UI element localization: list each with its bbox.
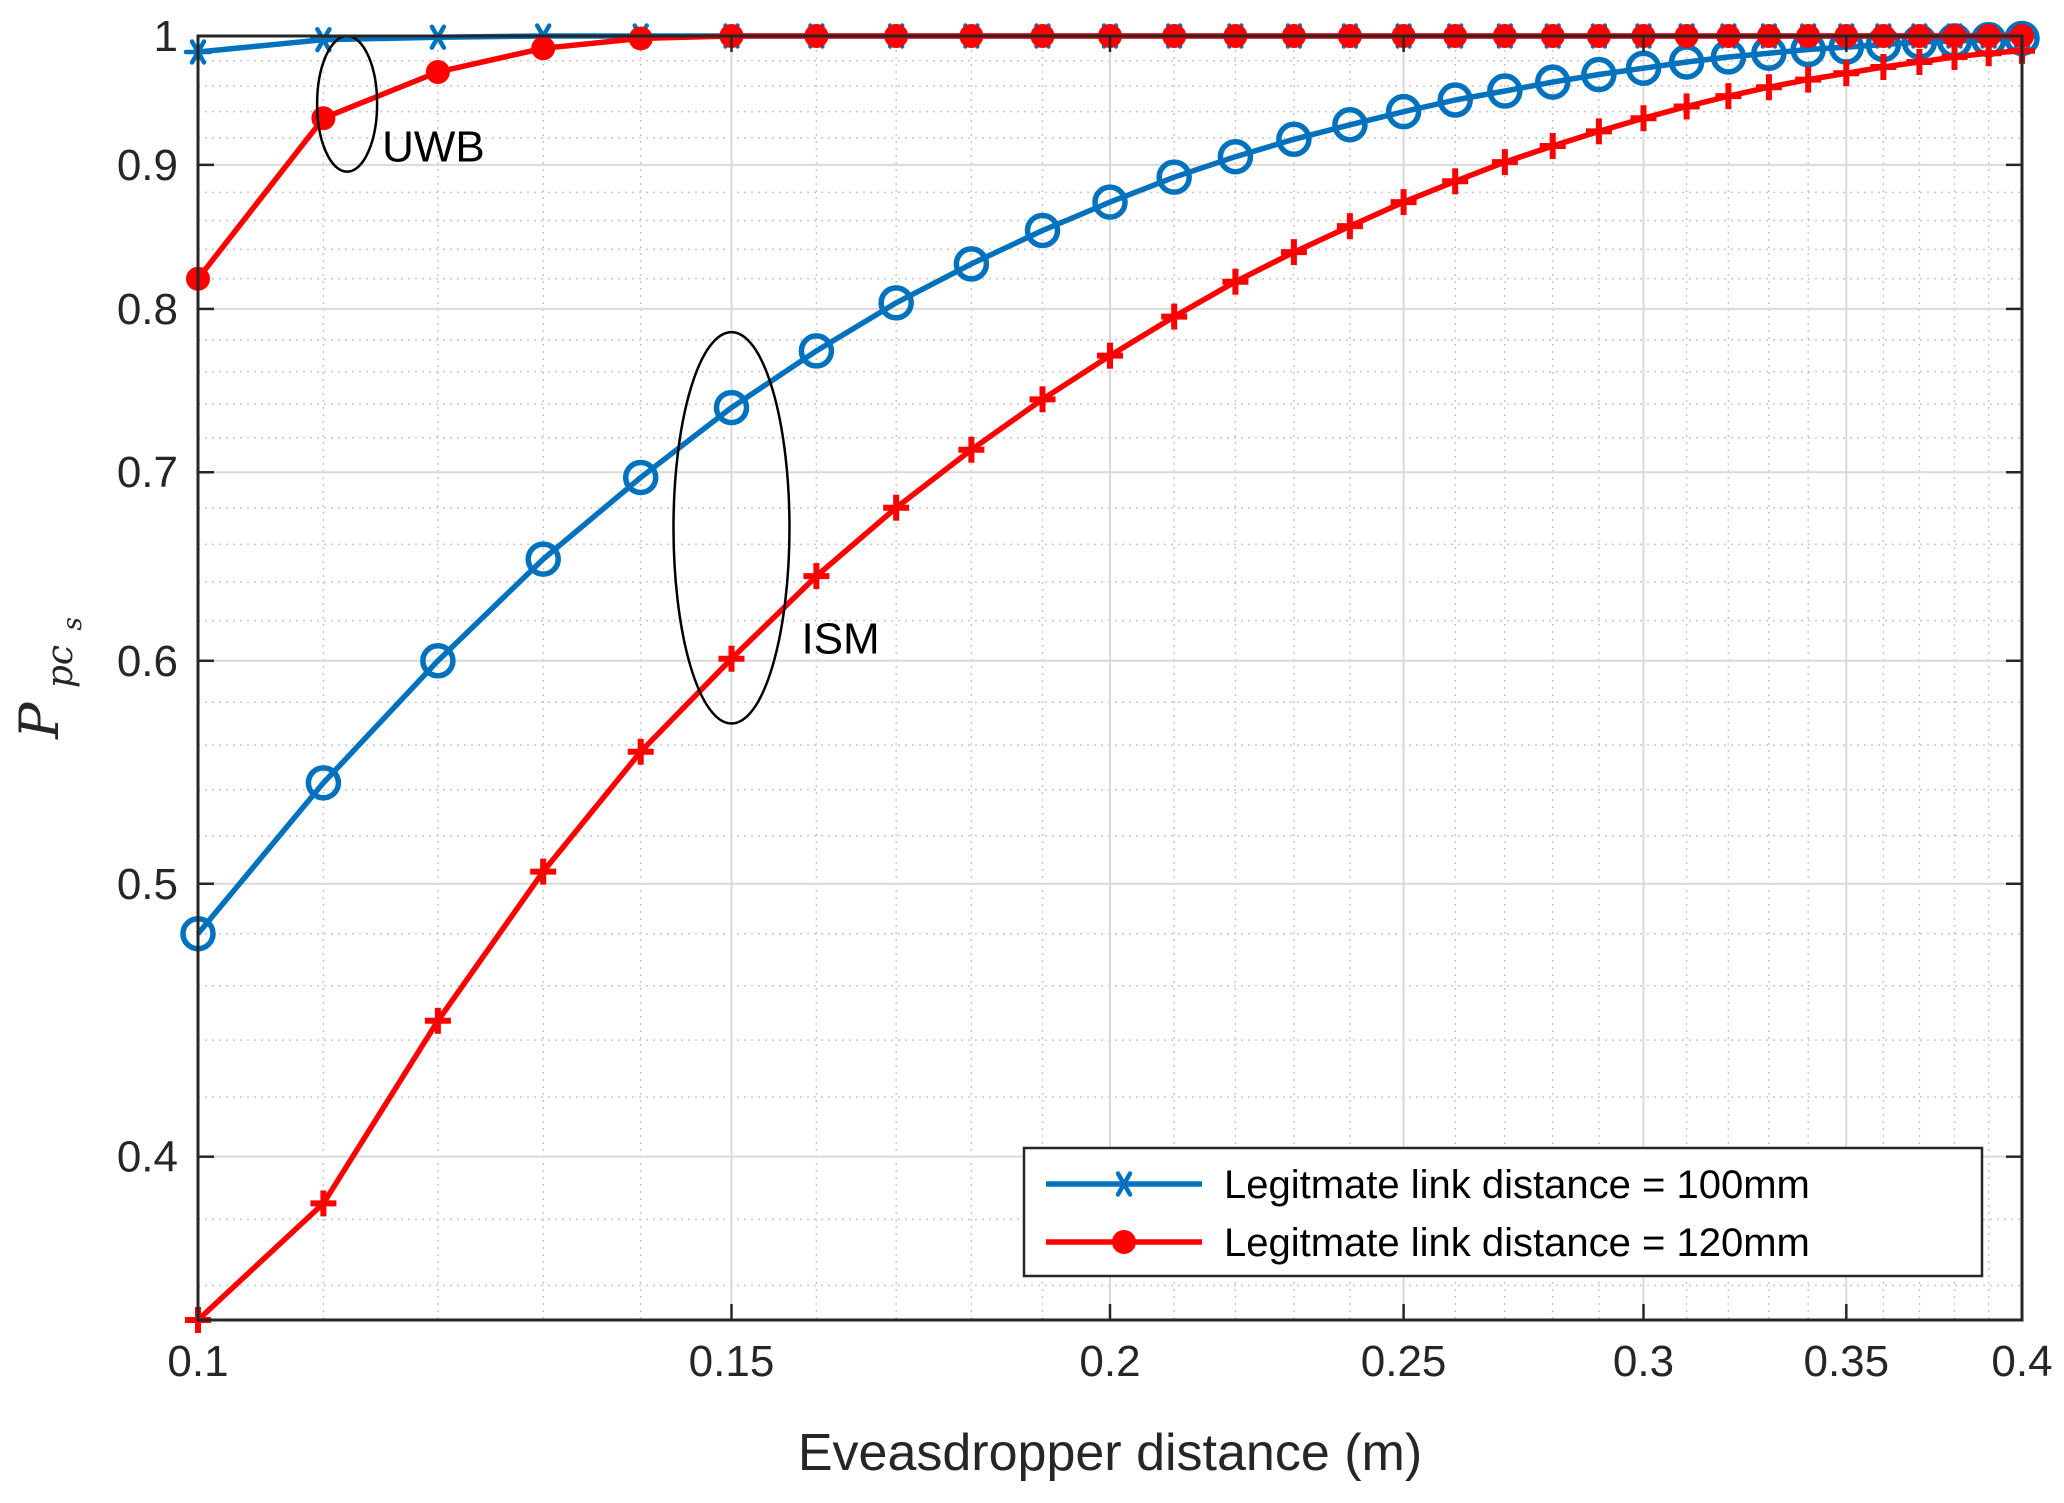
data-point-ism-120mm <box>1870 53 1897 80</box>
data-point-ism-120mm <box>1222 268 1249 295</box>
y-axis-title-subsubscript: s <box>58 617 88 630</box>
data-point-ism-120mm <box>1941 43 1968 70</box>
x-tick-label: 0.2 <box>1079 1337 1140 1386</box>
data-point-ism-120mm <box>883 494 910 521</box>
data-point-ism-120mm <box>1161 303 1188 330</box>
data-point-ism-100mm <box>1276 121 1312 158</box>
legend-box <box>1022 1146 1984 1278</box>
data-point-ism-120mm <box>1280 239 1307 266</box>
data-point-ism-120mm <box>958 436 985 463</box>
x-tick-label: 0.25 <box>1361 1337 1447 1386</box>
data-point-ism-100mm <box>878 285 914 321</box>
annotations: UWB ISM <box>315 34 880 725</box>
x-tick-label: 0.4 <box>1991 1337 2052 1386</box>
data-point-ism-100mm <box>622 459 659 496</box>
data-point-uwb-120mm <box>628 26 653 51</box>
x-tick-label: 0.35 <box>1803 1337 1889 1386</box>
x-tick-label: 0.1 <box>167 1337 228 1386</box>
data-point-ism-100mm <box>713 389 750 426</box>
data-point-uwb-120mm <box>311 106 336 131</box>
data-point-ism-120mm <box>1442 168 1469 195</box>
annotation-ism-ellipse <box>672 330 791 725</box>
data-point-ism-100mm <box>953 246 990 282</box>
legend: Legitmate link distance = 100mm Legitmat… <box>1022 1146 1984 1278</box>
data-point-ism-120mm <box>1906 48 1933 75</box>
data-point-ism-120mm <box>1673 93 1700 120</box>
y-tick-label: 1 <box>154 12 178 61</box>
y-axis-title: P pc s <box>8 617 88 740</box>
data-point-ism-100mm <box>1487 73 1523 109</box>
data-point-ism-100mm <box>1217 138 1254 175</box>
legend-marker <box>1109 1171 1139 1197</box>
legend-marker <box>1112 1230 1136 1254</box>
data-point-ism-100mm <box>1332 107 1368 143</box>
annotation-uwb-label: UWB <box>382 123 485 172</box>
data-point-ism-120mm <box>1755 74 1782 101</box>
x-tick-label: 0.15 <box>689 1337 775 1386</box>
legend-label-100mm: Legitmate link distance = 100mm <box>1224 1163 1810 1207</box>
data-point-uwb-120mm <box>425 59 450 84</box>
axis-ticks: 0.1 0.15 0.2 0.25 0.3 0.35 0.4 0.4 0.5 0.6 0.7 0.8 0… <box>117 12 2053 1386</box>
series-ism-120mm <box>185 37 2035 1333</box>
y-axis-title-symbol: P <box>8 701 71 740</box>
y-tick-label: 0.8 <box>117 285 178 334</box>
y-tick-label: 0.9 <box>117 141 178 190</box>
x-axis-title: Eveasdropper distance (m) <box>798 1424 1422 1482</box>
annotation-ism-label: ISM <box>801 615 879 664</box>
data-point-ism-120mm <box>1539 132 1566 159</box>
data-point-ism-100mm <box>1581 56 1617 93</box>
marker-stroke <box>1115 1171 1133 1197</box>
data-point-ism-120mm <box>1715 83 1742 110</box>
legend-entry-100mm: Legitmate link distance = 100mm <box>1046 1163 1810 1207</box>
data-point-ism-120mm <box>1630 105 1657 132</box>
data-point-ism-120mm <box>803 563 830 590</box>
data-point-uwb-120mm <box>531 36 556 61</box>
data-point-ism-100mm <box>305 765 342 801</box>
data-point-ism-120mm <box>1795 66 1822 93</box>
data-point-ism-120mm <box>1833 60 1860 87</box>
data-point-ism-120mm <box>1390 189 1417 216</box>
x-tick-label: 0.3 <box>1613 1337 1674 1386</box>
data-point-ism-120mm <box>1491 149 1518 176</box>
legend-label-120mm: Legitmate link distance = 120mm <box>1224 1221 1810 1265</box>
y-tick-label: 0.6 <box>117 637 178 686</box>
data-point-ism-120mm <box>627 738 654 765</box>
data-point-uwb-100mm <box>309 26 338 53</box>
data-point-ism-120mm <box>1585 118 1612 145</box>
y-axis-title-subscript: pc <box>40 645 81 688</box>
data-point-ism-100mm <box>1092 184 1128 220</box>
data-point-ism-100mm <box>525 541 561 577</box>
data-point-ism-100mm <box>420 643 456 679</box>
legend-entry-120mm: Legitmate link distance = 120mm <box>1046 1221 1810 1265</box>
y-tick-label: 0.7 <box>117 448 178 497</box>
data-point-ism-120mm <box>310 1190 337 1217</box>
data-point-ism-120mm <box>530 858 557 885</box>
y-tick-label: 0.5 <box>117 860 178 909</box>
data-point-ism-100mm <box>1385 93 1422 130</box>
marker-stroke <box>315 26 332 53</box>
data-point-ism-100mm <box>1024 212 1061 249</box>
data-point-ism-120mm <box>1336 213 1363 240</box>
data-point-ism-120mm <box>1029 386 1056 413</box>
data-point-ism-100mm <box>1534 64 1571 100</box>
data-point-ism-120mm <box>718 645 745 672</box>
y-tick-label: 0.4 <box>117 1133 178 1182</box>
data-point-ism-120mm <box>424 1007 451 1034</box>
data-point-ism-100mm <box>798 333 835 369</box>
data-point-ism-120mm <box>1097 342 1123 369</box>
data-point-ism-100mm <box>1156 159 1192 195</box>
data-point-ism-100mm <box>1437 82 1473 118</box>
data-point-ism-100mm <box>1625 50 1662 86</box>
